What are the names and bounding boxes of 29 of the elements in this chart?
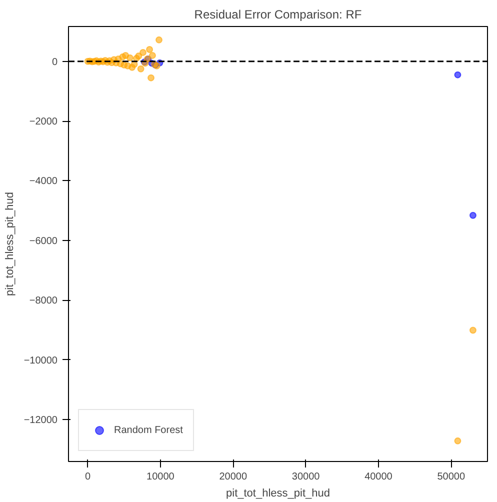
point bbox=[146, 46, 154, 53]
point bbox=[139, 48, 146, 56]
legend-label: Random Forest bbox=[114, 424, 183, 436]
point bbox=[469, 326, 476, 334]
x-tick-label: 20000 bbox=[219, 472, 248, 482]
x-tick-label: 50000 bbox=[437, 472, 466, 482]
y-tick-label: 0 bbox=[52, 56, 58, 68]
point bbox=[148, 52, 156, 59]
y-tick-label: −12000 bbox=[24, 414, 58, 426]
y-tick-label: −10000 bbox=[24, 355, 58, 366]
y-tick-label: −6000 bbox=[29, 236, 58, 247]
chart-title: Residual Error Comparison: RF bbox=[194, 8, 362, 22]
point bbox=[126, 54, 134, 62]
x-tick-label: 30000 bbox=[292, 472, 320, 482]
y-tick-label: −2000 bbox=[29, 116, 58, 128]
x-tick-label: 0 bbox=[84, 472, 91, 482]
y-axis-title: pit_tot_hless_pit_hud bbox=[4, 192, 16, 296]
point bbox=[469, 212, 476, 219]
point bbox=[454, 437, 462, 444]
point bbox=[135, 52, 142, 60]
x-tick-label: 40000 bbox=[364, 472, 393, 482]
x-tick-label: 10000 bbox=[146, 472, 175, 482]
point bbox=[454, 71, 462, 78]
point bbox=[155, 36, 162, 44]
x-axis-title: pit_tot_hless_pit_hud bbox=[226, 488, 330, 500]
y-tick-label: −8000 bbox=[29, 296, 58, 307]
y-tick-label: −4000 bbox=[29, 176, 58, 188]
point bbox=[137, 65, 144, 72]
point bbox=[147, 74, 154, 82]
